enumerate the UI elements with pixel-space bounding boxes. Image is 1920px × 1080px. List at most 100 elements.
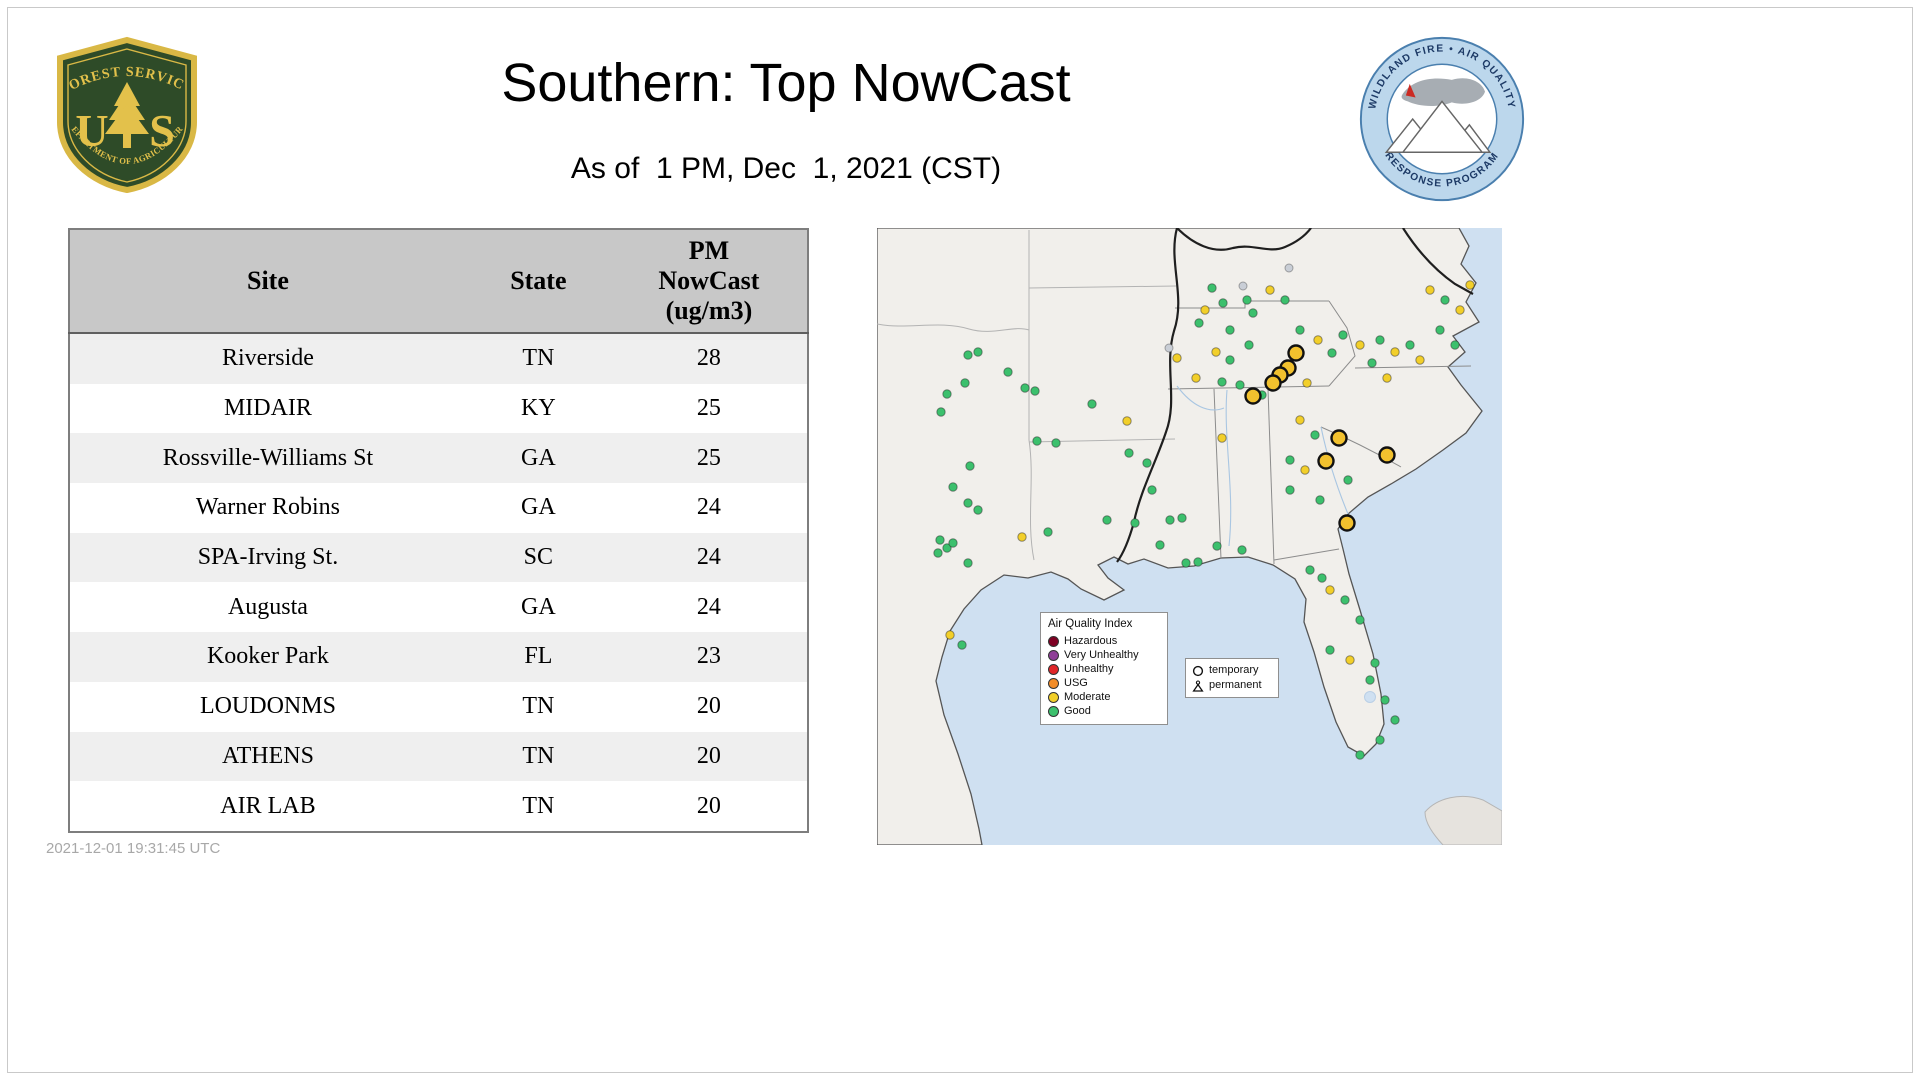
site-cell: Riverside	[69, 333, 466, 384]
monitor-dot-good	[1440, 295, 1450, 305]
table-row: ATHENS TN 20	[69, 731, 808, 782]
monitor-dot-good	[1225, 325, 1235, 335]
monitor-dot-other	[1164, 343, 1174, 353]
table-row: MIDAIR KY 25	[69, 383, 808, 434]
state-cell: GA	[465, 433, 611, 484]
usfs-tree-icon	[105, 82, 149, 148]
monitor-dot-moderate	[1211, 347, 1221, 357]
monitor-dot-other	[1284, 263, 1294, 273]
aqi-legend-items: Hazardous Very Unhealthy Unhealthy USG Moder…	[1048, 634, 1160, 718]
value-cell: 25	[610, 433, 808, 484]
monitor-dot-moderate	[945, 630, 955, 640]
monitor-dot-moderate	[1355, 340, 1365, 350]
monitor-dot-good	[1155, 540, 1165, 550]
aqi-legend: Air Quality Index Hazardous Very Unhealth…	[1040, 612, 1168, 725]
table-row: Rossville-Williams St GA 25	[69, 433, 808, 484]
aqi-color-dot	[1048, 677, 1059, 689]
aqi-legend-item: Unhealthy	[1048, 662, 1160, 676]
temporary-circle-icon	[1192, 665, 1204, 676]
usfs-letter-u: U	[75, 105, 108, 156]
monitor-dot-good	[1317, 573, 1327, 583]
cuba	[1424, 795, 1502, 845]
permanent-triangle-icon	[1192, 679, 1204, 692]
monitor-dot-temporary	[1287, 344, 1305, 362]
aqi-color-dot	[1048, 663, 1059, 675]
site-cell: Kooker Park	[69, 632, 466, 682]
monitor-dot-good	[1285, 485, 1295, 495]
table-row: Kooker Park FL 23	[69, 632, 808, 682]
value-cell: 23	[610, 632, 808, 682]
monitor-dot-temporary	[1330, 429, 1348, 447]
nowcast-table: Site State PM NowCast (ug/m3) Riverside T…	[68, 228, 809, 833]
legend-permanent: permanent	[1192, 678, 1272, 693]
wfaqrp-mountains-icon	[1384, 100, 1492, 153]
value-cell: 25	[610, 383, 808, 434]
aqi-legend-item: Hazardous	[1048, 634, 1160, 648]
monitor-dot-good	[1380, 695, 1390, 705]
monitor-dot-good	[1020, 383, 1030, 393]
wfaqrp-fire-mark	[1405, 83, 1416, 98]
monitor-dot-moderate	[1295, 415, 1305, 425]
monitor-dot-moderate	[1217, 433, 1227, 443]
monitor-dot-good	[1147, 485, 1157, 495]
monitor-dot-good	[1248, 308, 1258, 318]
monitor-dot-temporary	[1378, 446, 1396, 464]
usfs-logo: FOREST SERVICE U S DEPARTMENT OF AGRICUL…	[52, 36, 197, 194]
value-cell: 20	[610, 781, 808, 832]
table-row: Riverside TN 28	[69, 333, 808, 384]
column-header-state: State	[465, 229, 611, 334]
monitor-dot-moderate	[1122, 416, 1132, 426]
monitor-dot-moderate	[1191, 373, 1201, 383]
aqi-legend-item: USG	[1048, 676, 1160, 690]
monitor-dot-moderate	[1302, 378, 1312, 388]
site-cell: ATHENS	[69, 731, 466, 782]
monitor-dot-good	[1102, 515, 1112, 525]
monitor-dot-good	[1032, 436, 1042, 446]
table-row: LOUDONMS TN 20	[69, 681, 808, 732]
monitor-map: Air Quality Index Hazardous Very Unhealth…	[877, 228, 1502, 845]
monitor-dot-good	[1390, 715, 1400, 725]
monitor-dot-good	[1235, 380, 1245, 390]
monitor-dot-good	[1218, 298, 1228, 308]
monitor-dot-moderate	[1390, 347, 1400, 357]
generation-timestamp: 2021-12-01 19:31:45 UTC	[46, 840, 221, 857]
monitor-dot-good	[1310, 430, 1320, 440]
monitor-dot-good	[1003, 367, 1013, 377]
monitor-dot-moderate	[1325, 585, 1335, 595]
aqi-color-dot	[1048, 649, 1059, 661]
wfaqrp-logo: WILDLAND FIRE • AIR QUALITY RESPONSE PRO…	[1359, 36, 1525, 202]
legend-temporary: temporary	[1192, 663, 1272, 678]
table-header: Site State PM NowCast (ug/m3)	[69, 229, 808, 334]
rivers	[1176, 385, 1349, 547]
monitor-dot-good	[957, 640, 967, 650]
usfs-letter-s: S	[149, 105, 175, 156]
monitor-dot-good	[960, 378, 970, 388]
site-cell: MIDAIR	[69, 383, 466, 434]
monitor-dot-good	[1375, 735, 1385, 745]
monitor-dot-good	[1130, 518, 1140, 528]
monitor-dot-moderate	[1382, 373, 1392, 383]
table-row: AIR LAB TN 20	[69, 781, 808, 832]
state-cell: KY	[465, 383, 611, 434]
column-header-pm: PM NowCast (ug/m3)	[610, 229, 808, 334]
monitor-dot-good	[1030, 386, 1040, 396]
monitor-dot-good	[1207, 283, 1217, 293]
value-cell: 20	[610, 731, 808, 782]
monitor-dot-good	[1237, 545, 1247, 555]
monitor-dot-temporary	[1244, 387, 1262, 405]
monitor-dot-good	[1340, 595, 1350, 605]
aqi-legend-title: Air Quality Index	[1048, 618, 1133, 630]
value-cell: 28	[610, 333, 808, 384]
monitor-dot-good	[942, 389, 952, 399]
monitor-dot-good	[935, 535, 945, 545]
monitor-dot-good	[1367, 358, 1377, 368]
state-cell: GA	[465, 483, 611, 533]
monitor-dot-good	[1181, 558, 1191, 568]
state-cell: TN	[465, 681, 611, 732]
monitor-dot-good	[936, 407, 946, 417]
monitor-dot-good	[1327, 348, 1337, 358]
site-cell: AIR LAB	[69, 781, 466, 832]
monitor-dot-temporary	[1264, 374, 1282, 392]
monitor-dot-moderate	[1415, 355, 1425, 365]
